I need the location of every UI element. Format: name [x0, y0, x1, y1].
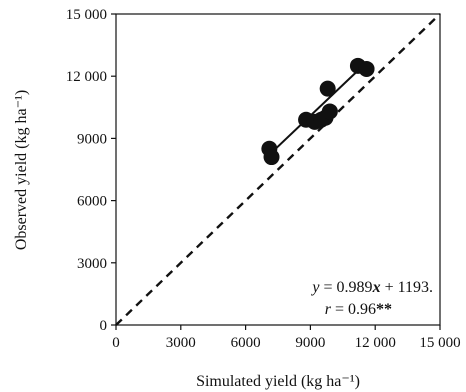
data-point: [321, 103, 338, 120]
plot-frame: [115, 13, 441, 326]
y-tick-label: 3000: [77, 256, 107, 272]
y-axis-ticks: 0 3000 6000 9000 12 000 15 000: [66, 7, 116, 334]
y-tick-label: 15 000: [66, 7, 107, 23]
x-axis-ticks: 0 3000 6000 9000 12 000 15 000: [112, 325, 461, 351]
x-tick-label: 0: [112, 335, 120, 351]
data-point: [319, 80, 336, 97]
correlation-coefficient: r = 0.96**: [325, 301, 392, 318]
y-tick-label: 12 000: [66, 69, 107, 85]
x-tick-label: 3000: [166, 335, 196, 351]
x-axis-title: Simulated yield (kg ha⁻¹): [196, 373, 360, 390]
data-points: [261, 57, 375, 166]
data-point: [358, 60, 375, 77]
data-point: [263, 149, 280, 166]
y-axis-title: Observed yield (kg ha⁻¹): [13, 90, 30, 250]
x-tick-label: 12 000: [355, 335, 396, 351]
y-tick-label: 9000: [77, 131, 107, 147]
x-tick-label: 6000: [231, 335, 261, 351]
x-tick-label: 15 000: [419, 335, 460, 351]
x-tick-label: 9000: [295, 335, 325, 351]
regression-line: [268, 61, 368, 156]
regression-equation: y = 0.989x + 1193.: [310, 279, 433, 296]
one-to-one-reference-line: [115, 13, 441, 326]
y-tick-label: 6000: [77, 194, 107, 210]
y-tick-label: 0: [100, 318, 108, 334]
